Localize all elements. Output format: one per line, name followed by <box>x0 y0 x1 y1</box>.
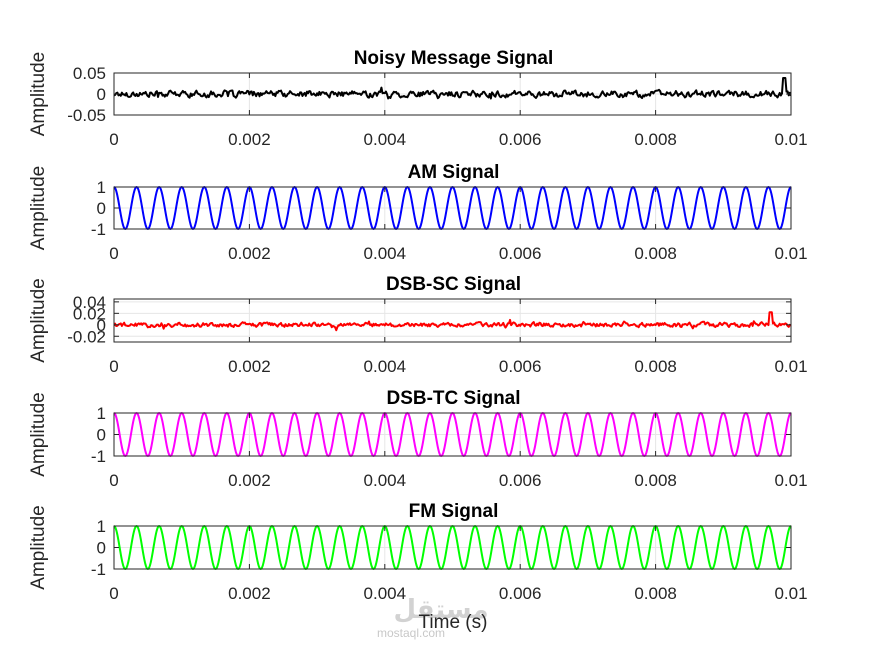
y-tick-label: 0 <box>97 539 106 558</box>
y-axis-label: Amplitude <box>28 278 49 363</box>
subplot-1: 0 0.002 0.004 0.006 0.008 0.01-0.0500.05Noisy… <box>28 48 808 149</box>
x-tick-label: 0.006 <box>499 584 542 603</box>
y-axis-label: Amplitude <box>28 52 49 137</box>
y-tick-label: 0 <box>97 426 106 445</box>
y-tick-label: -0.05 <box>67 106 106 125</box>
watermark-url: mostaql.com <box>377 626 445 640</box>
x-tick-label: 0.004 <box>364 357 407 376</box>
subplot-title: Noisy Message Signal <box>354 48 554 69</box>
x-tick-label: 0.008 <box>634 471 677 490</box>
x-tick-label: 0 <box>109 130 118 149</box>
y-tick-label: -0.02 <box>67 327 106 346</box>
x-tick-label: 0.008 <box>634 584 677 603</box>
y-tick-label: 0 <box>97 199 106 218</box>
x-tick-label: 0 <box>109 244 118 263</box>
axes-box <box>113 298 792 343</box>
subplot-3: 0 0.002 0.004 0.006 0.008 0.01-0.0200.020.04D… <box>28 274 808 376</box>
x-tick-label: 0.004 <box>364 130 407 149</box>
x-tick-label: 0.006 <box>499 244 542 263</box>
y-axis-label: Amplitude <box>28 392 49 477</box>
y-tick-label: -1 <box>91 447 106 466</box>
plot-area <box>114 299 791 342</box>
x-tick-label: 0.006 <box>499 471 542 490</box>
x-tick-label: 0.004 <box>364 471 407 490</box>
series-line <box>114 77 791 100</box>
subplot-title: FM Signal <box>409 501 499 522</box>
subplots: 0 0.002 0.004 0.006 0.008 0.01-0.0500.05Noisy… <box>28 48 808 603</box>
x-tick-label: 0.01 <box>774 130 807 149</box>
subplot-title: AM Signal <box>408 162 500 183</box>
y-axis-label: Amplitude <box>28 505 49 590</box>
y-tick-label: -1 <box>91 220 106 239</box>
y-axis-label: Amplitude <box>28 166 49 251</box>
x-tick-label: 0.002 <box>228 130 271 149</box>
watermark-logo: مستقل <box>393 595 488 625</box>
y-tick-label: 0.05 <box>73 64 106 83</box>
y-tick-label: 1 <box>97 517 106 536</box>
x-tick-label: 0.01 <box>774 471 807 490</box>
x-tick-label: 0.006 <box>499 357 542 376</box>
x-tick-label: 0.01 <box>774 584 807 603</box>
x-tick-label: 0 <box>109 584 118 603</box>
x-tick-label: 0.008 <box>634 244 677 263</box>
x-tick-label: 0.004 <box>364 584 407 603</box>
x-tick-label: 0.01 <box>774 357 807 376</box>
y-tick-label: 1 <box>97 404 106 423</box>
y-tick-label: 1 <box>97 178 106 197</box>
series-line <box>114 311 791 332</box>
x-tick-label: 0.008 <box>634 130 677 149</box>
x-tick-label: 0.004 <box>364 244 407 263</box>
y-tick-label: 0.02 <box>73 304 106 323</box>
x-tick-label: 0.002 <box>228 357 271 376</box>
y-tick-label: 0.04 <box>73 293 106 312</box>
x-tick-label: 0.002 <box>228 471 271 490</box>
watermark: مستقل mostaql.com <box>377 595 489 640</box>
subplot-title: DSB-TC Signal <box>386 388 520 409</box>
x-tick-label: 0.002 <box>228 584 271 603</box>
x-axis-label: Time (s) <box>419 612 488 633</box>
x-tick-label: 0 <box>109 357 118 376</box>
x-tick-label: 0.01 <box>774 244 807 263</box>
x-tick-label: 0.002 <box>228 244 271 263</box>
x-tick-label: 0 <box>109 471 118 490</box>
x-tick-label: 0.008 <box>634 357 677 376</box>
y-tick-label: 0 <box>97 316 106 335</box>
subplot-title: DSB-SC Signal <box>386 274 521 295</box>
y-tick-label: 0 <box>97 85 106 104</box>
x-tick-label: 0.006 <box>499 130 542 149</box>
y-tick-label: -1 <box>91 560 106 579</box>
